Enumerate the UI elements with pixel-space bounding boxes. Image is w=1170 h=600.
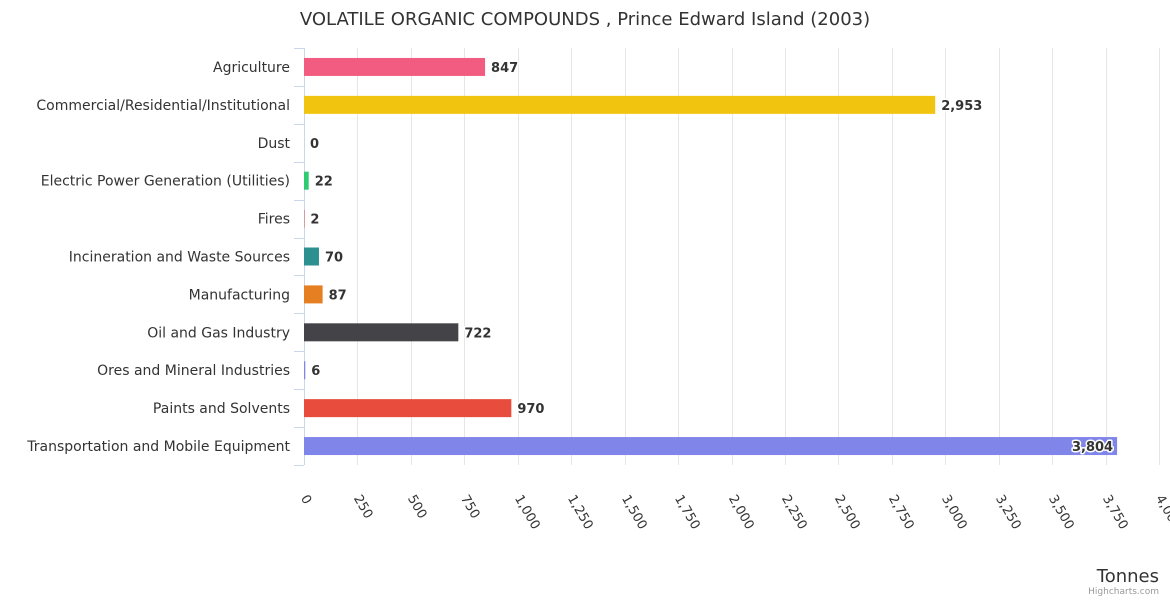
category-label: Dust	[258, 136, 291, 152]
bar[interactable]	[304, 323, 459, 342]
data-label: 970	[517, 402, 544, 417]
data-label: 2,953	[941, 99, 982, 114]
category-labels: Agriculture Commercial/Residential/Instit…	[26, 60, 290, 455]
x-tick-label: 2,500	[831, 493, 863, 533]
category-label: Commercial/Residential/Institutional	[36, 98, 290, 114]
category-label: Ores and Mineral Industries	[97, 363, 290, 379]
grid	[294, 48, 1160, 466]
data-label: 847	[491, 61, 518, 76]
x-tick-label: 3,500	[1045, 493, 1077, 533]
credits[interactable]: Highcharts.com	[1088, 587, 1159, 597]
x-tick-label: 2,000	[725, 493, 757, 533]
axis-title: Tonnes	[1096, 566, 1159, 587]
x-tick-label: 250	[350, 493, 375, 522]
data-label: 2	[310, 213, 319, 228]
category-label: Electric Power Generation (Utilities)	[41, 174, 290, 190]
x-tick-label: 3,000	[938, 493, 970, 533]
bar[interactable]	[304, 95, 936, 114]
data-label: 87	[329, 288, 347, 303]
x-tick-label: 4,000	[1152, 493, 1170, 533]
category-label: Incineration and Waste Sources	[69, 250, 290, 266]
x-tick-label: 3,250	[992, 493, 1024, 533]
bar[interactable]	[304, 57, 486, 76]
category-label: Agriculture	[213, 60, 290, 76]
x-tick-label: 0	[297, 493, 314, 508]
data-label: 22	[315, 175, 333, 190]
category-label: Manufacturing	[189, 287, 290, 303]
data-label: 6	[311, 364, 320, 379]
bar[interactable]	[304, 361, 306, 380]
data-label: 722	[464, 326, 491, 341]
x-tick-label: 2,250	[778, 493, 810, 533]
x-tick-label: 500	[404, 493, 429, 522]
bar[interactable]	[304, 247, 319, 266]
bar[interactable]	[304, 399, 512, 418]
bar[interactable]	[304, 285, 323, 304]
category-label: Transportation and Mobile Equipment	[26, 439, 290, 455]
x-tick-label: 750	[457, 493, 482, 522]
category-label: Oil and Gas Industry	[147, 325, 290, 341]
x-tick-label: 1,750	[671, 493, 703, 533]
bar[interactable]	[304, 171, 309, 190]
chart-title: VOLATILE ORGANIC COMPOUNDS , Prince Edwa…	[300, 9, 870, 30]
x-tick-label: 1,000	[511, 493, 543, 533]
x-axis-ticks: 0 250 500 750 1,000 1,250 1,500 1,750 2,000 2,250…	[297, 493, 1170, 533]
x-tick-label: 1,500	[618, 493, 650, 533]
category-label: Fires	[258, 212, 290, 228]
category-label: Paints and Solvents	[153, 401, 290, 417]
bar[interactable]	[304, 437, 1118, 456]
x-tick-label: 3,750	[1099, 493, 1131, 533]
data-label: 0	[310, 137, 319, 152]
x-tick-label: 1,250	[564, 493, 596, 533]
data-label: 70	[325, 251, 343, 266]
x-tick-label: 2,750	[885, 493, 917, 533]
data-label: 3,804	[1072, 440, 1113, 455]
bars	[304, 57, 1118, 456]
